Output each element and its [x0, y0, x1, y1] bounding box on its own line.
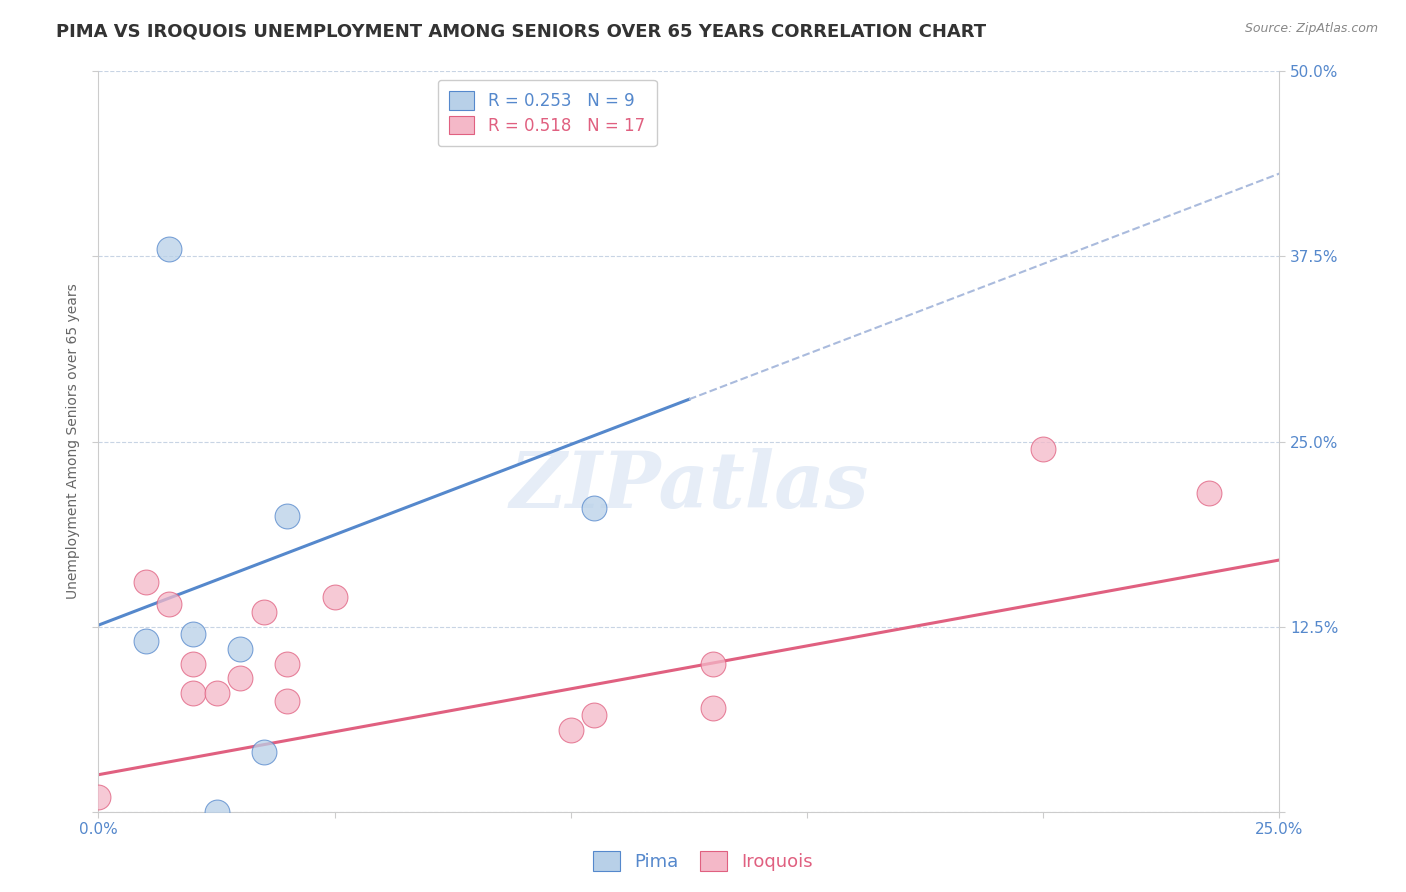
Text: ZIPatlas: ZIPatlas	[509, 448, 869, 524]
Point	[181, 657, 204, 671]
Point	[253, 605, 276, 619]
Y-axis label: Unemployment Among Seniors over 65 years: Unemployment Among Seniors over 65 years	[66, 284, 80, 599]
Point	[702, 657, 724, 671]
Point	[276, 694, 298, 708]
Text: PIMA VS IROQUOIS UNEMPLOYMENT AMONG SENIORS OVER 65 YEARS CORRELATION CHART: PIMA VS IROQUOIS UNEMPLOYMENT AMONG SENI…	[56, 22, 987, 40]
Point	[157, 598, 180, 612]
Point	[560, 723, 582, 738]
Point	[135, 634, 157, 648]
Point	[276, 508, 298, 523]
Point	[583, 708, 606, 723]
Point	[276, 657, 298, 671]
Point	[181, 627, 204, 641]
Point	[253, 746, 276, 760]
Point	[583, 501, 606, 516]
Point	[702, 701, 724, 715]
Point	[205, 805, 228, 819]
Point	[135, 575, 157, 590]
Point	[181, 686, 204, 700]
Legend: R = 0.253   N = 9, R = 0.518   N = 17: R = 0.253 N = 9, R = 0.518 N = 17	[437, 79, 657, 146]
Point	[1198, 486, 1220, 500]
Text: Source: ZipAtlas.com: Source: ZipAtlas.com	[1244, 22, 1378, 36]
Point	[607, 123, 630, 137]
Point	[323, 590, 346, 604]
Point	[229, 641, 252, 656]
Point	[87, 789, 110, 804]
Point	[229, 672, 252, 686]
Point	[1032, 442, 1054, 456]
Point	[157, 242, 180, 256]
Point	[205, 686, 228, 700]
Legend: Pima, Iroquois: Pima, Iroquois	[585, 844, 821, 879]
